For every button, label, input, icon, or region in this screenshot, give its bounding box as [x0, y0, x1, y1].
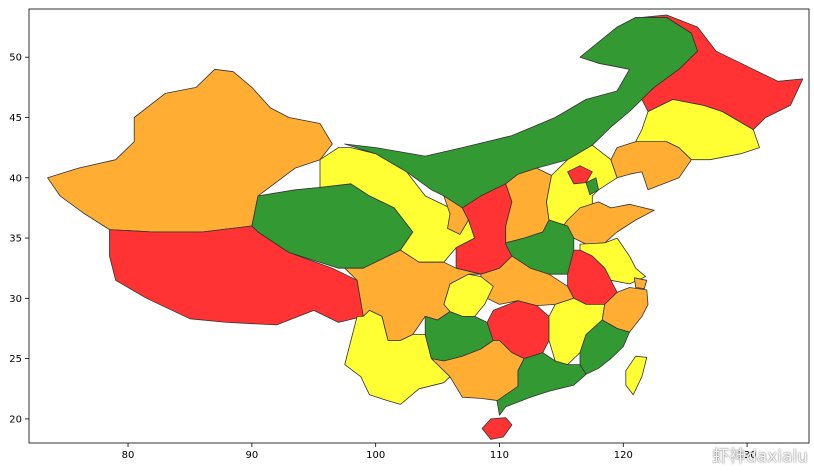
x-tick-label: 130 — [738, 450, 757, 461]
y-tick-label: 30 — [9, 294, 22, 305]
region-guangdong — [496, 352, 587, 416]
axes-frame — [28, 8, 810, 444]
x-tick-label: 120 — [614, 450, 633, 461]
y-tick-label: 25 — [9, 354, 22, 365]
region-taiwan — [625, 355, 648, 396]
x-tick-label: 100 — [366, 450, 385, 461]
region-liaoning — [610, 141, 692, 191]
watermark: 虾神daxialu — [680, 442, 808, 467]
region-hainan — [481, 417, 513, 440]
watermark-text: 虾神daxialu — [712, 447, 808, 467]
y-tick-label: 35 — [9, 234, 22, 245]
x-tick-label: 110 — [490, 450, 509, 461]
y-tick-label: 45 — [9, 113, 22, 124]
y-tick-label: 40 — [9, 173, 22, 184]
y-tick-label: 50 — [9, 53, 22, 64]
y-axis: 20 25 30 35 40 45 50 — [9, 53, 29, 425]
region-tibet — [109, 225, 364, 326]
x-axis: 80 90 100 110 120 130 — [122, 443, 757, 461]
x-tick-label: 80 — [122, 450, 135, 461]
region-shanghai — [634, 277, 648, 290]
y-tick-label: 20 — [9, 414, 22, 425]
region-beijing — [567, 165, 593, 185]
region-tianjin — [585, 177, 599, 196]
region-heilongjiang — [641, 14, 804, 131]
x-tick-label: 90 — [245, 450, 258, 461]
map-regions — [47, 14, 804, 440]
wechat-icon — [681, 446, 706, 463]
